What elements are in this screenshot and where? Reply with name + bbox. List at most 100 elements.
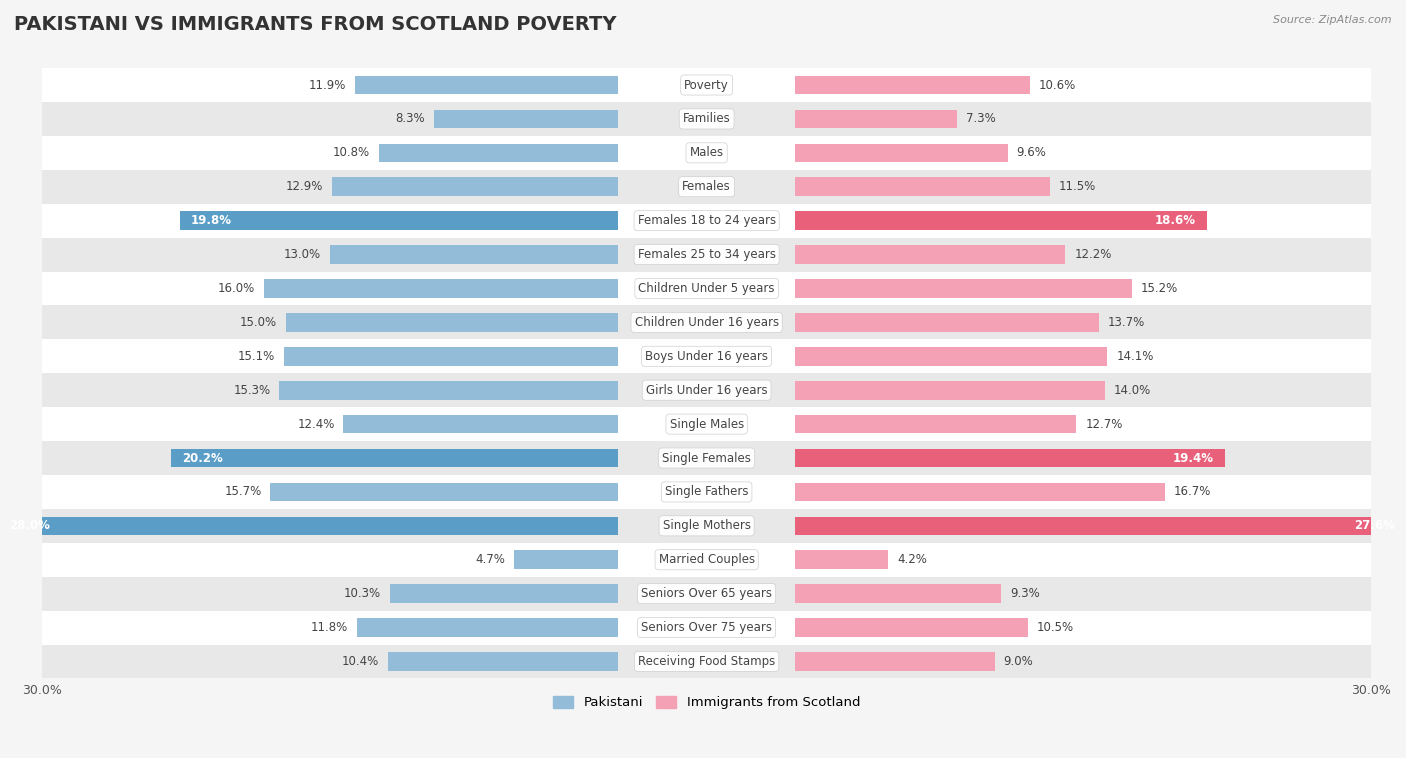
- Text: 10.8%: 10.8%: [333, 146, 370, 159]
- Text: Source: ZipAtlas.com: Source: ZipAtlas.com: [1274, 15, 1392, 25]
- Text: 12.4%: 12.4%: [297, 418, 335, 431]
- Text: PAKISTANI VS IMMIGRANTS FROM SCOTLAND POVERTY: PAKISTANI VS IMMIGRANTS FROM SCOTLAND PO…: [14, 15, 617, 34]
- Text: 10.5%: 10.5%: [1036, 621, 1074, 634]
- Bar: [389, 584, 619, 603]
- Bar: [42, 509, 1371, 543]
- Bar: [42, 407, 1371, 441]
- Bar: [796, 584, 1001, 603]
- Bar: [180, 211, 619, 230]
- Bar: [378, 143, 619, 162]
- Bar: [796, 211, 1208, 230]
- Text: 18.6%: 18.6%: [1156, 215, 1197, 227]
- Text: Females: Females: [682, 180, 731, 193]
- Bar: [796, 177, 1050, 196]
- Text: 14.0%: 14.0%: [1114, 384, 1152, 396]
- Bar: [42, 305, 1371, 340]
- Bar: [357, 619, 619, 637]
- Text: 4.2%: 4.2%: [897, 553, 927, 566]
- Bar: [330, 246, 619, 264]
- Text: Poverty: Poverty: [685, 79, 728, 92]
- Bar: [42, 373, 1371, 407]
- Bar: [42, 644, 1371, 678]
- Text: 7.3%: 7.3%: [966, 112, 995, 125]
- Bar: [42, 68, 1371, 102]
- Bar: [42, 340, 1371, 373]
- Bar: [343, 415, 619, 434]
- Text: 16.7%: 16.7%: [1174, 485, 1212, 499]
- Bar: [796, 279, 1132, 298]
- Legend: Pakistani, Immigrants from Scotland: Pakistani, Immigrants from Scotland: [548, 691, 865, 715]
- Bar: [280, 381, 619, 399]
- Bar: [42, 170, 1371, 204]
- Text: 19.8%: 19.8%: [191, 215, 232, 227]
- Bar: [434, 110, 619, 128]
- Bar: [354, 76, 619, 94]
- Bar: [796, 143, 1008, 162]
- Text: 12.2%: 12.2%: [1074, 248, 1112, 261]
- Text: Seniors Over 65 years: Seniors Over 65 years: [641, 587, 772, 600]
- Bar: [796, 76, 1031, 94]
- Bar: [42, 102, 1371, 136]
- Text: 28.0%: 28.0%: [8, 519, 49, 532]
- Text: 19.4%: 19.4%: [1173, 452, 1213, 465]
- Text: 4.7%: 4.7%: [475, 553, 505, 566]
- Text: Boys Under 16 years: Boys Under 16 years: [645, 349, 768, 363]
- Text: Females 25 to 34 years: Females 25 to 34 years: [638, 248, 776, 261]
- Text: Receiving Food Stamps: Receiving Food Stamps: [638, 655, 775, 668]
- Bar: [42, 204, 1371, 237]
- Text: Single Mothers: Single Mothers: [662, 519, 751, 532]
- Text: 11.9%: 11.9%: [308, 79, 346, 92]
- Text: Girls Under 16 years: Girls Under 16 years: [645, 384, 768, 396]
- Text: 15.7%: 15.7%: [224, 485, 262, 499]
- Bar: [796, 550, 889, 569]
- Text: 15.0%: 15.0%: [240, 316, 277, 329]
- Text: 13.0%: 13.0%: [284, 248, 322, 261]
- Bar: [42, 577, 1371, 611]
- Bar: [270, 483, 619, 501]
- Bar: [796, 246, 1066, 264]
- Bar: [796, 347, 1108, 365]
- Bar: [332, 177, 619, 196]
- Text: 10.6%: 10.6%: [1039, 79, 1076, 92]
- Bar: [284, 347, 619, 365]
- Text: 16.0%: 16.0%: [218, 282, 254, 295]
- Bar: [796, 652, 994, 671]
- Text: 12.9%: 12.9%: [287, 180, 323, 193]
- Text: 9.0%: 9.0%: [1004, 655, 1033, 668]
- Bar: [42, 611, 1371, 644]
- Bar: [42, 441, 1371, 475]
- Text: 8.3%: 8.3%: [395, 112, 426, 125]
- Text: 9.3%: 9.3%: [1010, 587, 1040, 600]
- Bar: [0, 516, 619, 535]
- Text: 12.7%: 12.7%: [1085, 418, 1123, 431]
- Bar: [42, 136, 1371, 170]
- Text: Married Couples: Married Couples: [658, 553, 755, 566]
- Text: 27.6%: 27.6%: [1354, 519, 1395, 532]
- Text: 15.1%: 15.1%: [238, 349, 274, 363]
- Bar: [796, 449, 1225, 468]
- Bar: [285, 313, 619, 332]
- Text: Seniors Over 75 years: Seniors Over 75 years: [641, 621, 772, 634]
- Text: 13.7%: 13.7%: [1108, 316, 1144, 329]
- Bar: [42, 271, 1371, 305]
- Bar: [42, 475, 1371, 509]
- Bar: [42, 237, 1371, 271]
- Text: 11.8%: 11.8%: [311, 621, 347, 634]
- Bar: [796, 483, 1166, 501]
- Text: Single Fathers: Single Fathers: [665, 485, 748, 499]
- Bar: [796, 415, 1077, 434]
- Bar: [170, 449, 619, 468]
- Text: Children Under 5 years: Children Under 5 years: [638, 282, 775, 295]
- Text: Males: Males: [689, 146, 724, 159]
- Bar: [796, 313, 1098, 332]
- Bar: [42, 543, 1371, 577]
- Bar: [796, 110, 957, 128]
- Bar: [388, 652, 619, 671]
- Text: 15.2%: 15.2%: [1140, 282, 1178, 295]
- Text: Families: Families: [683, 112, 731, 125]
- Bar: [796, 381, 1105, 399]
- Text: 10.3%: 10.3%: [344, 587, 381, 600]
- Bar: [264, 279, 619, 298]
- Text: Single Males: Single Males: [669, 418, 744, 431]
- Bar: [515, 550, 619, 569]
